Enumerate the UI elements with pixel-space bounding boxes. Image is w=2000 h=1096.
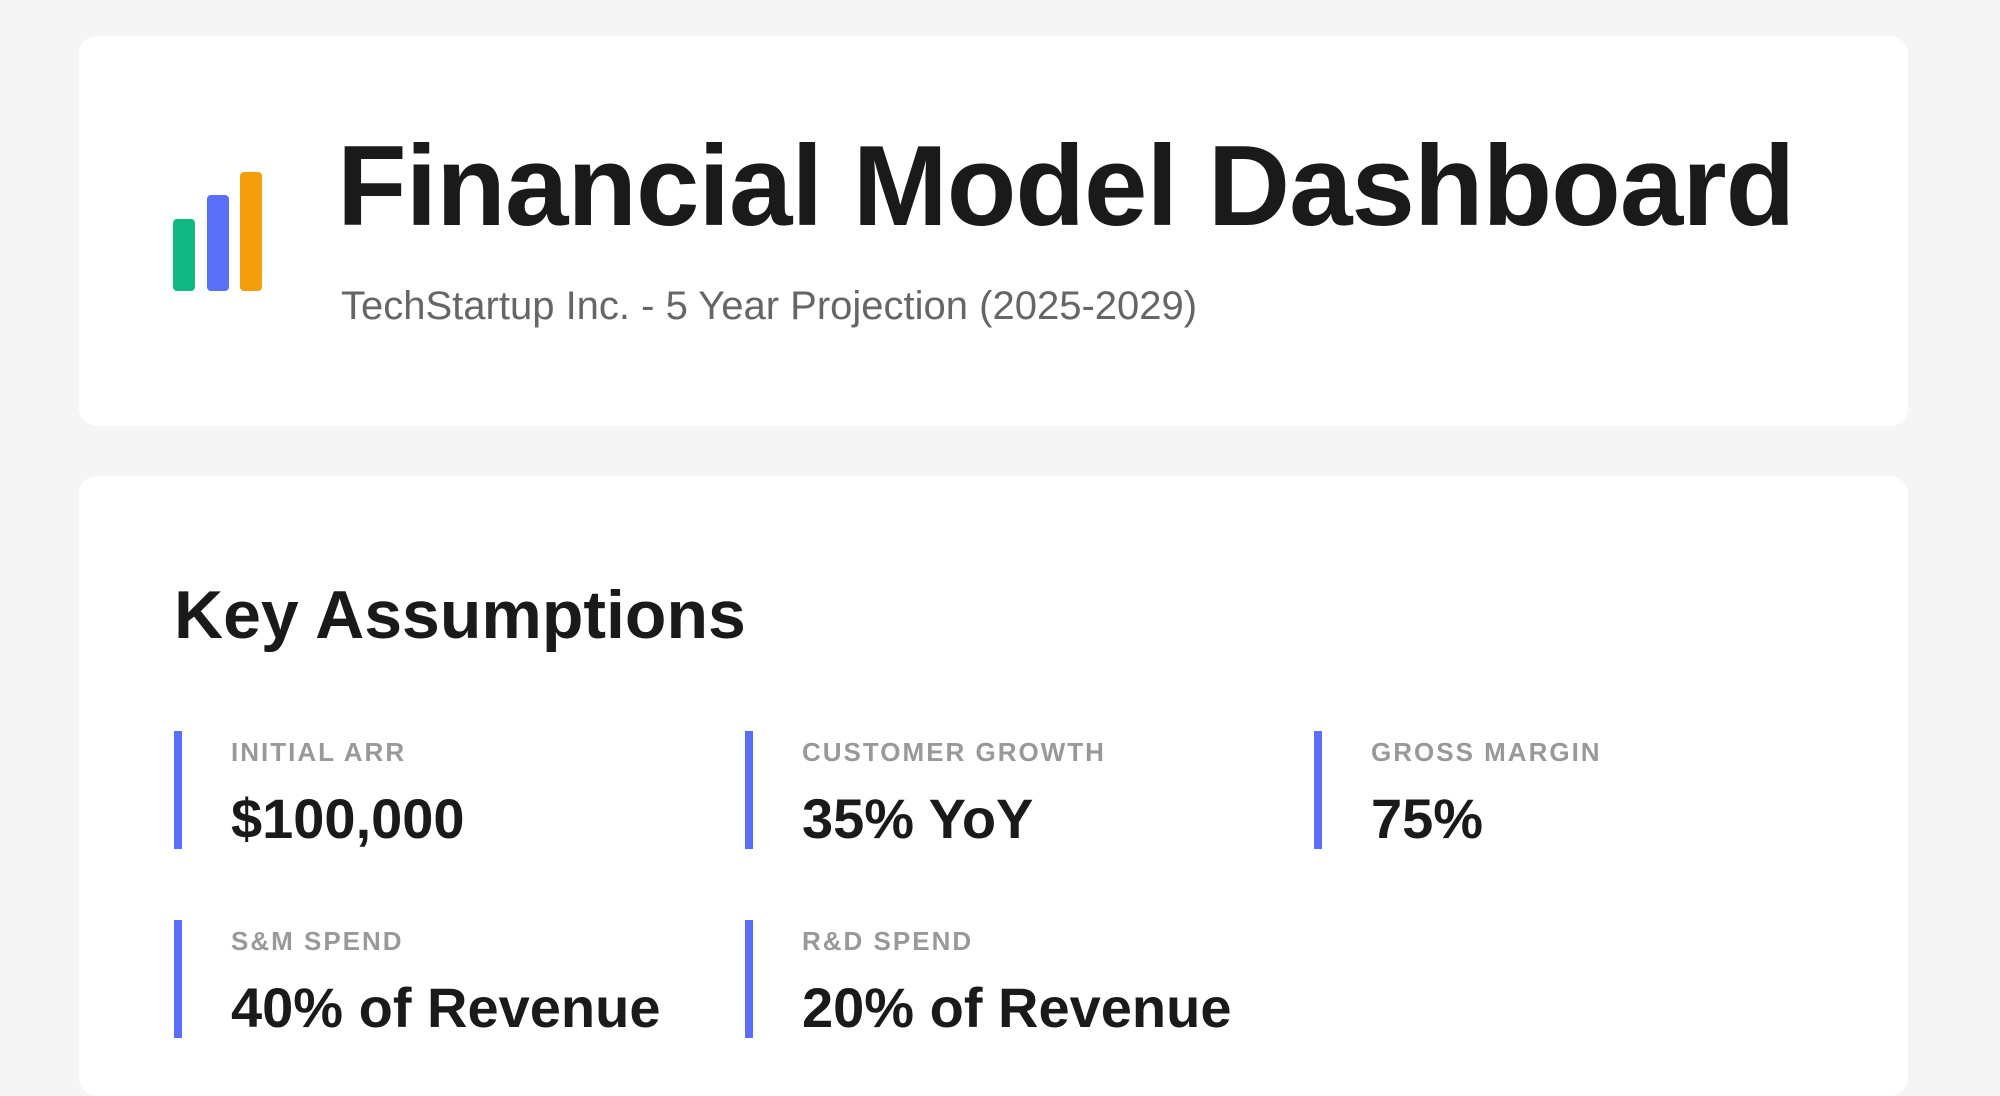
assumption-initial-arr: INITIAL ARR $100,000 <box>174 731 682 849</box>
assumption-label: R&D SPEND <box>802 926 974 956</box>
logo-bar-blue <box>207 195 229 291</box>
page-title: Financial Model Dashboard <box>337 123 1795 250</box>
header-card <box>79 36 1908 426</box>
assumption-label: GROSS MARGIN <box>1371 737 1602 767</box>
assumption-label: CUSTOMER GROWTH <box>802 737 1106 767</box>
assumption-rd-spend: R&D SPEND 20% of Revenue <box>745 920 1253 1038</box>
logo-bar-orange <box>240 172 262 291</box>
assumption-customer-growth: CUSTOMER GROWTH 35% YoY <box>745 731 1253 849</box>
bar-chart-logo-icon <box>173 172 265 291</box>
page-subtitle: TechStartup Inc. - 5 Year Projection (20… <box>341 284 1198 328</box>
assumption-value: 20% of Revenue <box>802 976 1232 1039</box>
assumption-value: 40% of Revenue <box>231 976 661 1039</box>
assumption-value: 75% <box>1371 787 1484 850</box>
logo-bar-green <box>173 219 195 291</box>
section-title: Key Assumptions <box>174 577 746 653</box>
assumption-gross-margin: GROSS MARGIN 75% <box>1314 731 1822 849</box>
assumption-value: 35% YoY <box>802 787 1034 850</box>
assumption-label: S&M SPEND <box>231 926 404 956</box>
assumption-value: $100,000 <box>231 787 465 850</box>
assumption-sm-spend: S&M SPEND 40% of Revenue <box>174 920 682 1038</box>
assumption-label: INITIAL ARR <box>231 737 407 767</box>
key-assumptions-card: Key Assumptions INITIAL ARR $100,000 CUS… <box>79 476 1908 1096</box>
